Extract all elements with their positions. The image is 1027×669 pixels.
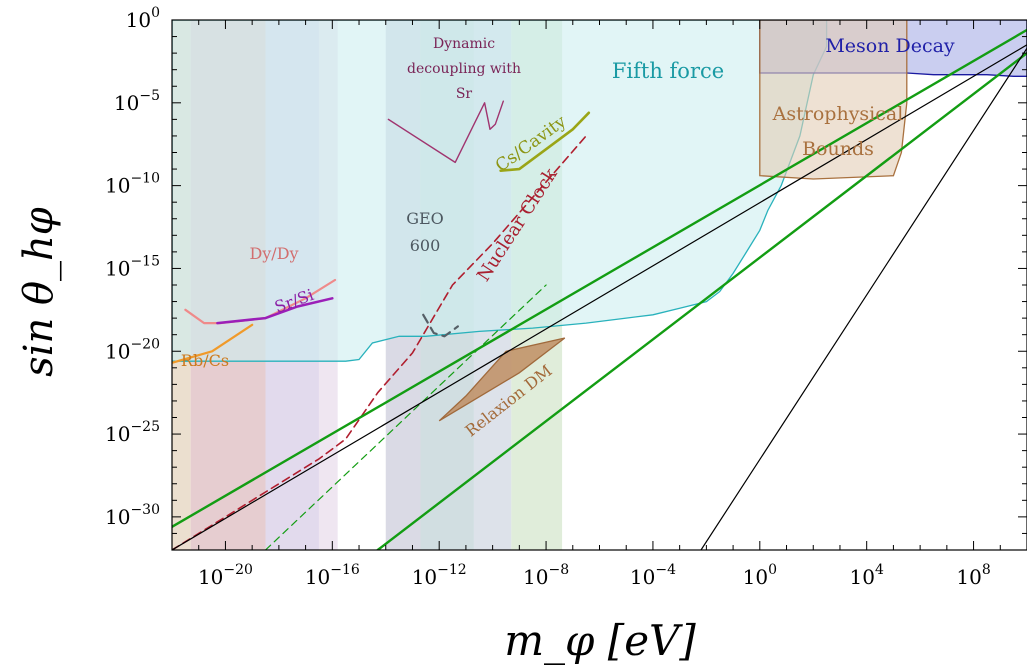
x-tick-label: 10−20 [198, 562, 253, 589]
y-tick-label: 10−15 [105, 253, 160, 280]
axes-layer: 10−20 10−16 10−12 10−8 10−4 100 104 108 100 10−5 1… [105, 5, 1027, 589]
dynamic-decoupling-with-sr-label: Dynamic decoupling with Sr [407, 36, 521, 102]
dy-dy-label: Dy/Dy [249, 244, 298, 263]
cs-cavity-line [499, 111, 591, 172]
region-layer [172, 20, 1027, 422]
green-1-line [172, 28, 1027, 528]
x-axis-label: m_φ [eV] [504, 616, 696, 665]
y-tick-label: 10−30 [105, 502, 160, 529]
black-1-line [172, 44, 1027, 550]
y-tick-label: 10−25 [105, 419, 160, 446]
x-tick-label: 10−8 [523, 562, 569, 589]
relaxion-dm-region [438, 337, 566, 422]
nuclear-clock-line [172, 135, 587, 550]
y-tick-label: 100 [126, 5, 160, 32]
black-2-line [700, 47, 1027, 550]
x-tick-label: 108 [956, 562, 990, 589]
plot-area: Fifth force Meson Decay Astrophysical Bound… [172, 20, 1027, 550]
y-tick-label: 10−5 [114, 88, 160, 115]
sr-si-line [216, 297, 334, 325]
x-tick-label: 104 [850, 562, 884, 589]
x-tick-label: 10−16 [305, 562, 360, 589]
astrophysical-bounds-label: Astrophysical Bounds [772, 103, 904, 160]
green-dashed-line [264, 284, 547, 550]
x-tick-label: 10−4 [630, 562, 676, 589]
y-tick-label: 10−20 [105, 336, 160, 363]
x-tick-label: 100 [743, 562, 777, 589]
rb-cs-label: Rb/Cs [181, 351, 229, 370]
series-layer [172, 28, 1027, 550]
meson-decay-label: Meson Decay [825, 35, 955, 57]
green-2-line [376, 51, 1027, 550]
rb-cs-line [172, 323, 254, 364]
dynamic-decoupling-with-sr-line [387, 100, 504, 164]
astrophysical-bounds-region [759, 20, 908, 180]
y-axis-label: sin θ_hφ [16, 207, 62, 377]
geo-600-label: GEO 600 [406, 209, 444, 255]
x-tick-label: 10−12 [412, 562, 467, 589]
y-tick-label: 10−10 [105, 171, 160, 198]
fifth-force-label: Fifth force [612, 59, 724, 83]
